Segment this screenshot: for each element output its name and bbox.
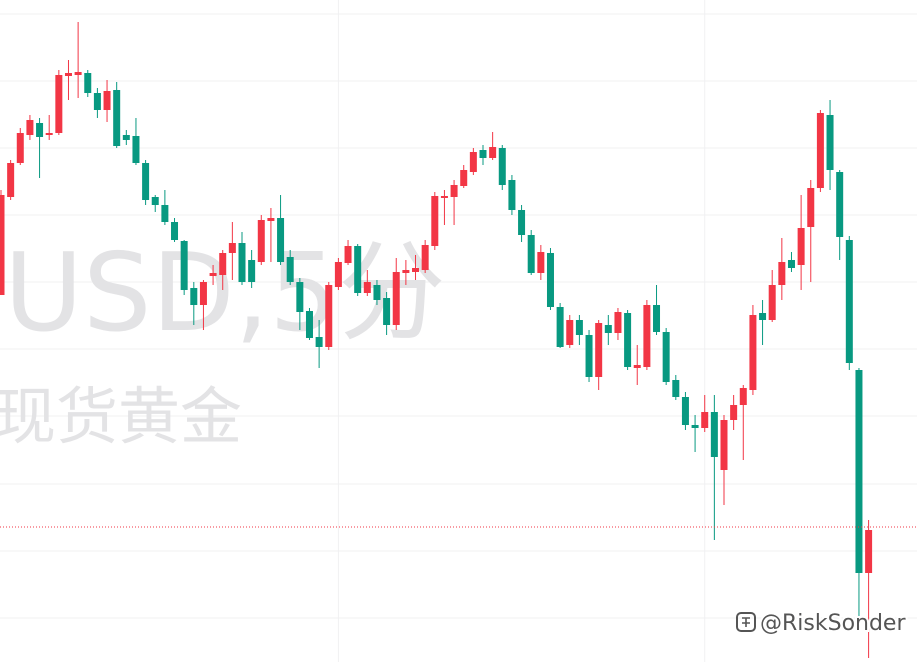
candle-body [7, 163, 15, 197]
candle-body [103, 91, 111, 110]
candle-body [527, 235, 535, 273]
candle-body [26, 120, 34, 135]
candle-body [363, 282, 371, 293]
candle-body [759, 313, 767, 320]
candle-body [277, 218, 285, 262]
candle-body [460, 170, 468, 186]
candle-body [749, 315, 757, 390]
candle-body [238, 243, 246, 282]
candle-body [614, 312, 622, 333]
candle-body [228, 243, 236, 253]
candle-body [373, 285, 381, 300]
candle-body [325, 285, 333, 347]
candle-body [720, 420, 728, 470]
candle-body [489, 147, 497, 158]
candle-body [74, 72, 82, 75]
candle-body [768, 285, 776, 320]
candle-body [440, 196, 448, 198]
candle-body [681, 397, 689, 425]
candle-body [151, 197, 159, 205]
candle-body [691, 425, 699, 428]
candle-body [836, 172, 844, 237]
candle-body [113, 90, 121, 146]
candle-body [595, 323, 603, 377]
candle-body [672, 380, 680, 397]
candle-body [36, 123, 44, 137]
candle-body [710, 412, 718, 457]
candle-body [469, 152, 477, 172]
candle-body [412, 268, 420, 272]
candle-body [643, 305, 651, 367]
candle-body [171, 222, 179, 240]
candle-body [402, 270, 410, 273]
candle-body [344, 246, 352, 263]
candle-body [537, 252, 545, 273]
candle-body [64, 73, 72, 76]
candle-body [778, 262, 786, 285]
candle-body [546, 253, 554, 307]
candle-body [305, 311, 313, 338]
candle-body [498, 148, 506, 185]
candle-body [190, 288, 198, 305]
candle-body [624, 313, 632, 367]
candle-body [421, 245, 429, 270]
candle-body [739, 388, 747, 405]
candle-body [122, 135, 130, 140]
candle-body [315, 337, 323, 347]
candle-body [334, 262, 342, 287]
candle-body [84, 73, 92, 93]
candle-body [633, 365, 641, 368]
candle-body [826, 115, 834, 170]
watermark-name: 现货黄金 [0, 380, 242, 453]
candle-body [566, 320, 574, 345]
candle-body [787, 260, 795, 268]
candle-body [730, 405, 738, 420]
candle-body [865, 530, 873, 573]
candle-body [855, 370, 863, 573]
candle-body [286, 257, 294, 282]
candle-body [219, 253, 227, 275]
candle-body [508, 180, 516, 210]
candle-body [209, 273, 217, 276]
candle-body [431, 196, 439, 246]
candle-body [45, 133, 53, 135]
plot [0, 22, 917, 658]
candle-body [575, 320, 583, 335]
candle-body [701, 412, 709, 428]
candle-body [845, 240, 853, 363]
credit: @RiskSonder [760, 611, 906, 636]
candle-body [662, 332, 670, 382]
credit-logo [736, 612, 756, 632]
candle-body [161, 205, 169, 222]
candle-body [585, 335, 593, 377]
candle-body [16, 133, 24, 163]
candle-body [354, 246, 362, 293]
candle-body [132, 136, 140, 163]
candle-body [199, 282, 207, 305]
candle-body [142, 163, 150, 200]
candle-body [392, 272, 400, 325]
watermark-symbol: USD,5分 [4, 231, 446, 356]
candle-body [604, 325, 612, 333]
candle-body [807, 188, 815, 227]
candle-body [93, 93, 101, 110]
candle-body [383, 298, 391, 325]
candle-body [248, 260, 256, 282]
candle-body [450, 185, 458, 197]
candle-body [556, 307, 564, 347]
candle-body [267, 218, 275, 221]
candle-body [296, 282, 304, 312]
candle-body [518, 210, 526, 235]
candle-body [180, 241, 188, 290]
candle-body [653, 305, 661, 332]
candle-body [0, 195, 5, 295]
candle-body [797, 228, 805, 265]
candle-body [257, 220, 265, 262]
candle-body [816, 113, 824, 188]
candle-body [55, 75, 63, 133]
candle-body [479, 150, 487, 158]
